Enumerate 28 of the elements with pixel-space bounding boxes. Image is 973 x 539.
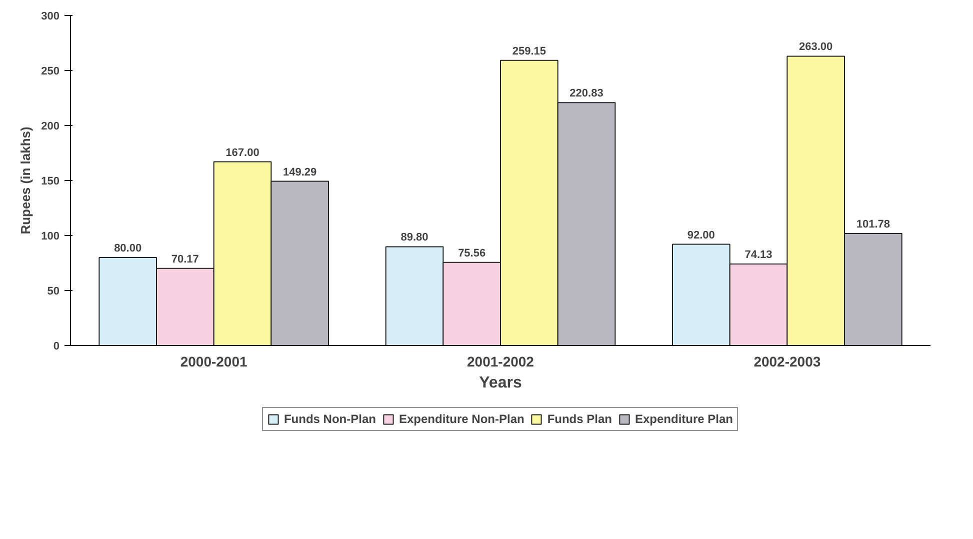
y-tick-label: 250 bbox=[41, 66, 60, 78]
data-label: 263.00 bbox=[799, 41, 833, 54]
data-label: 101.78 bbox=[856, 218, 890, 231]
x-tick-label: 2000-2001 bbox=[180, 354, 248, 370]
data-label: 70.17 bbox=[171, 253, 199, 266]
data-label: 74.13 bbox=[744, 248, 772, 261]
data-label: 149.29 bbox=[283, 166, 317, 178]
x-tick-label: 2002-2003 bbox=[754, 354, 821, 370]
legend-label: Funds Non-Plan bbox=[284, 412, 376, 426]
data-label: 220.83 bbox=[570, 88, 604, 100]
y-tick-label: 200 bbox=[41, 120, 60, 132]
legend-label: Expenditure Plan bbox=[634, 412, 734, 426]
x-axis-title: Years bbox=[479, 374, 522, 392]
y-tick-label: 300 bbox=[41, 10, 60, 22]
data-label: 92.00 bbox=[687, 229, 715, 242]
data-label: 259.15 bbox=[512, 45, 546, 58]
legend-label: Expenditure Non-Plan bbox=[398, 412, 524, 426]
y-tick-label: 0 bbox=[53, 340, 60, 352]
y-tick-label: 100 bbox=[41, 230, 60, 242]
data-label: 89.80 bbox=[400, 232, 428, 244]
x-tick-label: 2001-2002 bbox=[467, 354, 534, 370]
data-label: 167.00 bbox=[226, 146, 260, 159]
legend-label: Funds Plan bbox=[547, 412, 612, 426]
y-tick-label: 150 bbox=[41, 176, 60, 188]
y-tick-label: 50 bbox=[47, 286, 60, 298]
data-label: 75.56 bbox=[458, 247, 486, 260]
data-label: 80.00 bbox=[114, 242, 142, 254]
y-axis-title: Rupees (in lakhs) bbox=[18, 126, 34, 234]
